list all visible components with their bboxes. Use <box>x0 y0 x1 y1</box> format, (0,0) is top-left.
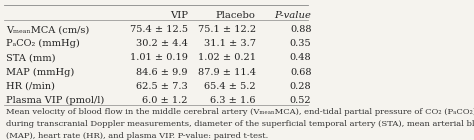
Text: 0.68: 0.68 <box>290 67 311 76</box>
Text: 65.4 ± 5.2: 65.4 ± 5.2 <box>204 81 256 91</box>
Text: 6.3 ± 1.6: 6.3 ± 1.6 <box>210 96 256 105</box>
Text: P-value: P-value <box>274 11 311 20</box>
Text: 1.01 ± 0.19: 1.01 ± 0.19 <box>130 53 188 62</box>
Text: 6.0 ± 1.2: 6.0 ± 1.2 <box>142 96 188 105</box>
Text: 84.6 ± 9.9: 84.6 ± 9.9 <box>136 67 188 76</box>
Text: 75.1 ± 12.2: 75.1 ± 12.2 <box>198 25 256 34</box>
Text: 62.5 ± 7.3: 62.5 ± 7.3 <box>136 81 188 91</box>
Text: Plasma VIP (pmol/l): Plasma VIP (pmol/l) <box>6 95 104 105</box>
Text: 0.35: 0.35 <box>290 39 311 48</box>
Text: 87.9 ± 11.4: 87.9 ± 11.4 <box>198 67 256 76</box>
Text: 0.52: 0.52 <box>290 96 311 105</box>
Text: VIP: VIP <box>170 11 188 20</box>
Text: Mean velocity of blood flow in the middle cerebral artery (VₘₑₐₙMCA), end-tidal : Mean velocity of blood flow in the middl… <box>6 108 474 116</box>
Text: during transcranial Doppler measurements, diameter of the superficial temporal a: during transcranial Doppler measurements… <box>6 120 474 128</box>
Text: 31.1 ± 3.7: 31.1 ± 3.7 <box>204 39 256 48</box>
Text: 0.48: 0.48 <box>290 53 311 62</box>
Text: HR (/min): HR (/min) <box>6 81 55 91</box>
Text: VₘₑₐₙMCA (cm/s): VₘₑₐₙMCA (cm/s) <box>6 25 89 34</box>
Text: 0.88: 0.88 <box>290 25 311 34</box>
Text: STA (mm): STA (mm) <box>6 53 55 62</box>
Text: MAP (mmHg): MAP (mmHg) <box>6 67 74 77</box>
Text: 0.28: 0.28 <box>290 81 311 91</box>
Text: 1.02 ± 0.21: 1.02 ± 0.21 <box>198 53 256 62</box>
Text: 30.2 ± 4.4: 30.2 ± 4.4 <box>136 39 188 48</box>
Text: PₐCO₂ (mmHg): PₐCO₂ (mmHg) <box>6 39 80 48</box>
Text: Placebo: Placebo <box>216 11 256 20</box>
Text: 75.4 ± 12.5: 75.4 ± 12.5 <box>130 25 188 34</box>
Text: (MAP), heart rate (HR), and plasma VIP. P-value: paired t-test.: (MAP), heart rate (HR), and plasma VIP. … <box>6 132 268 140</box>
